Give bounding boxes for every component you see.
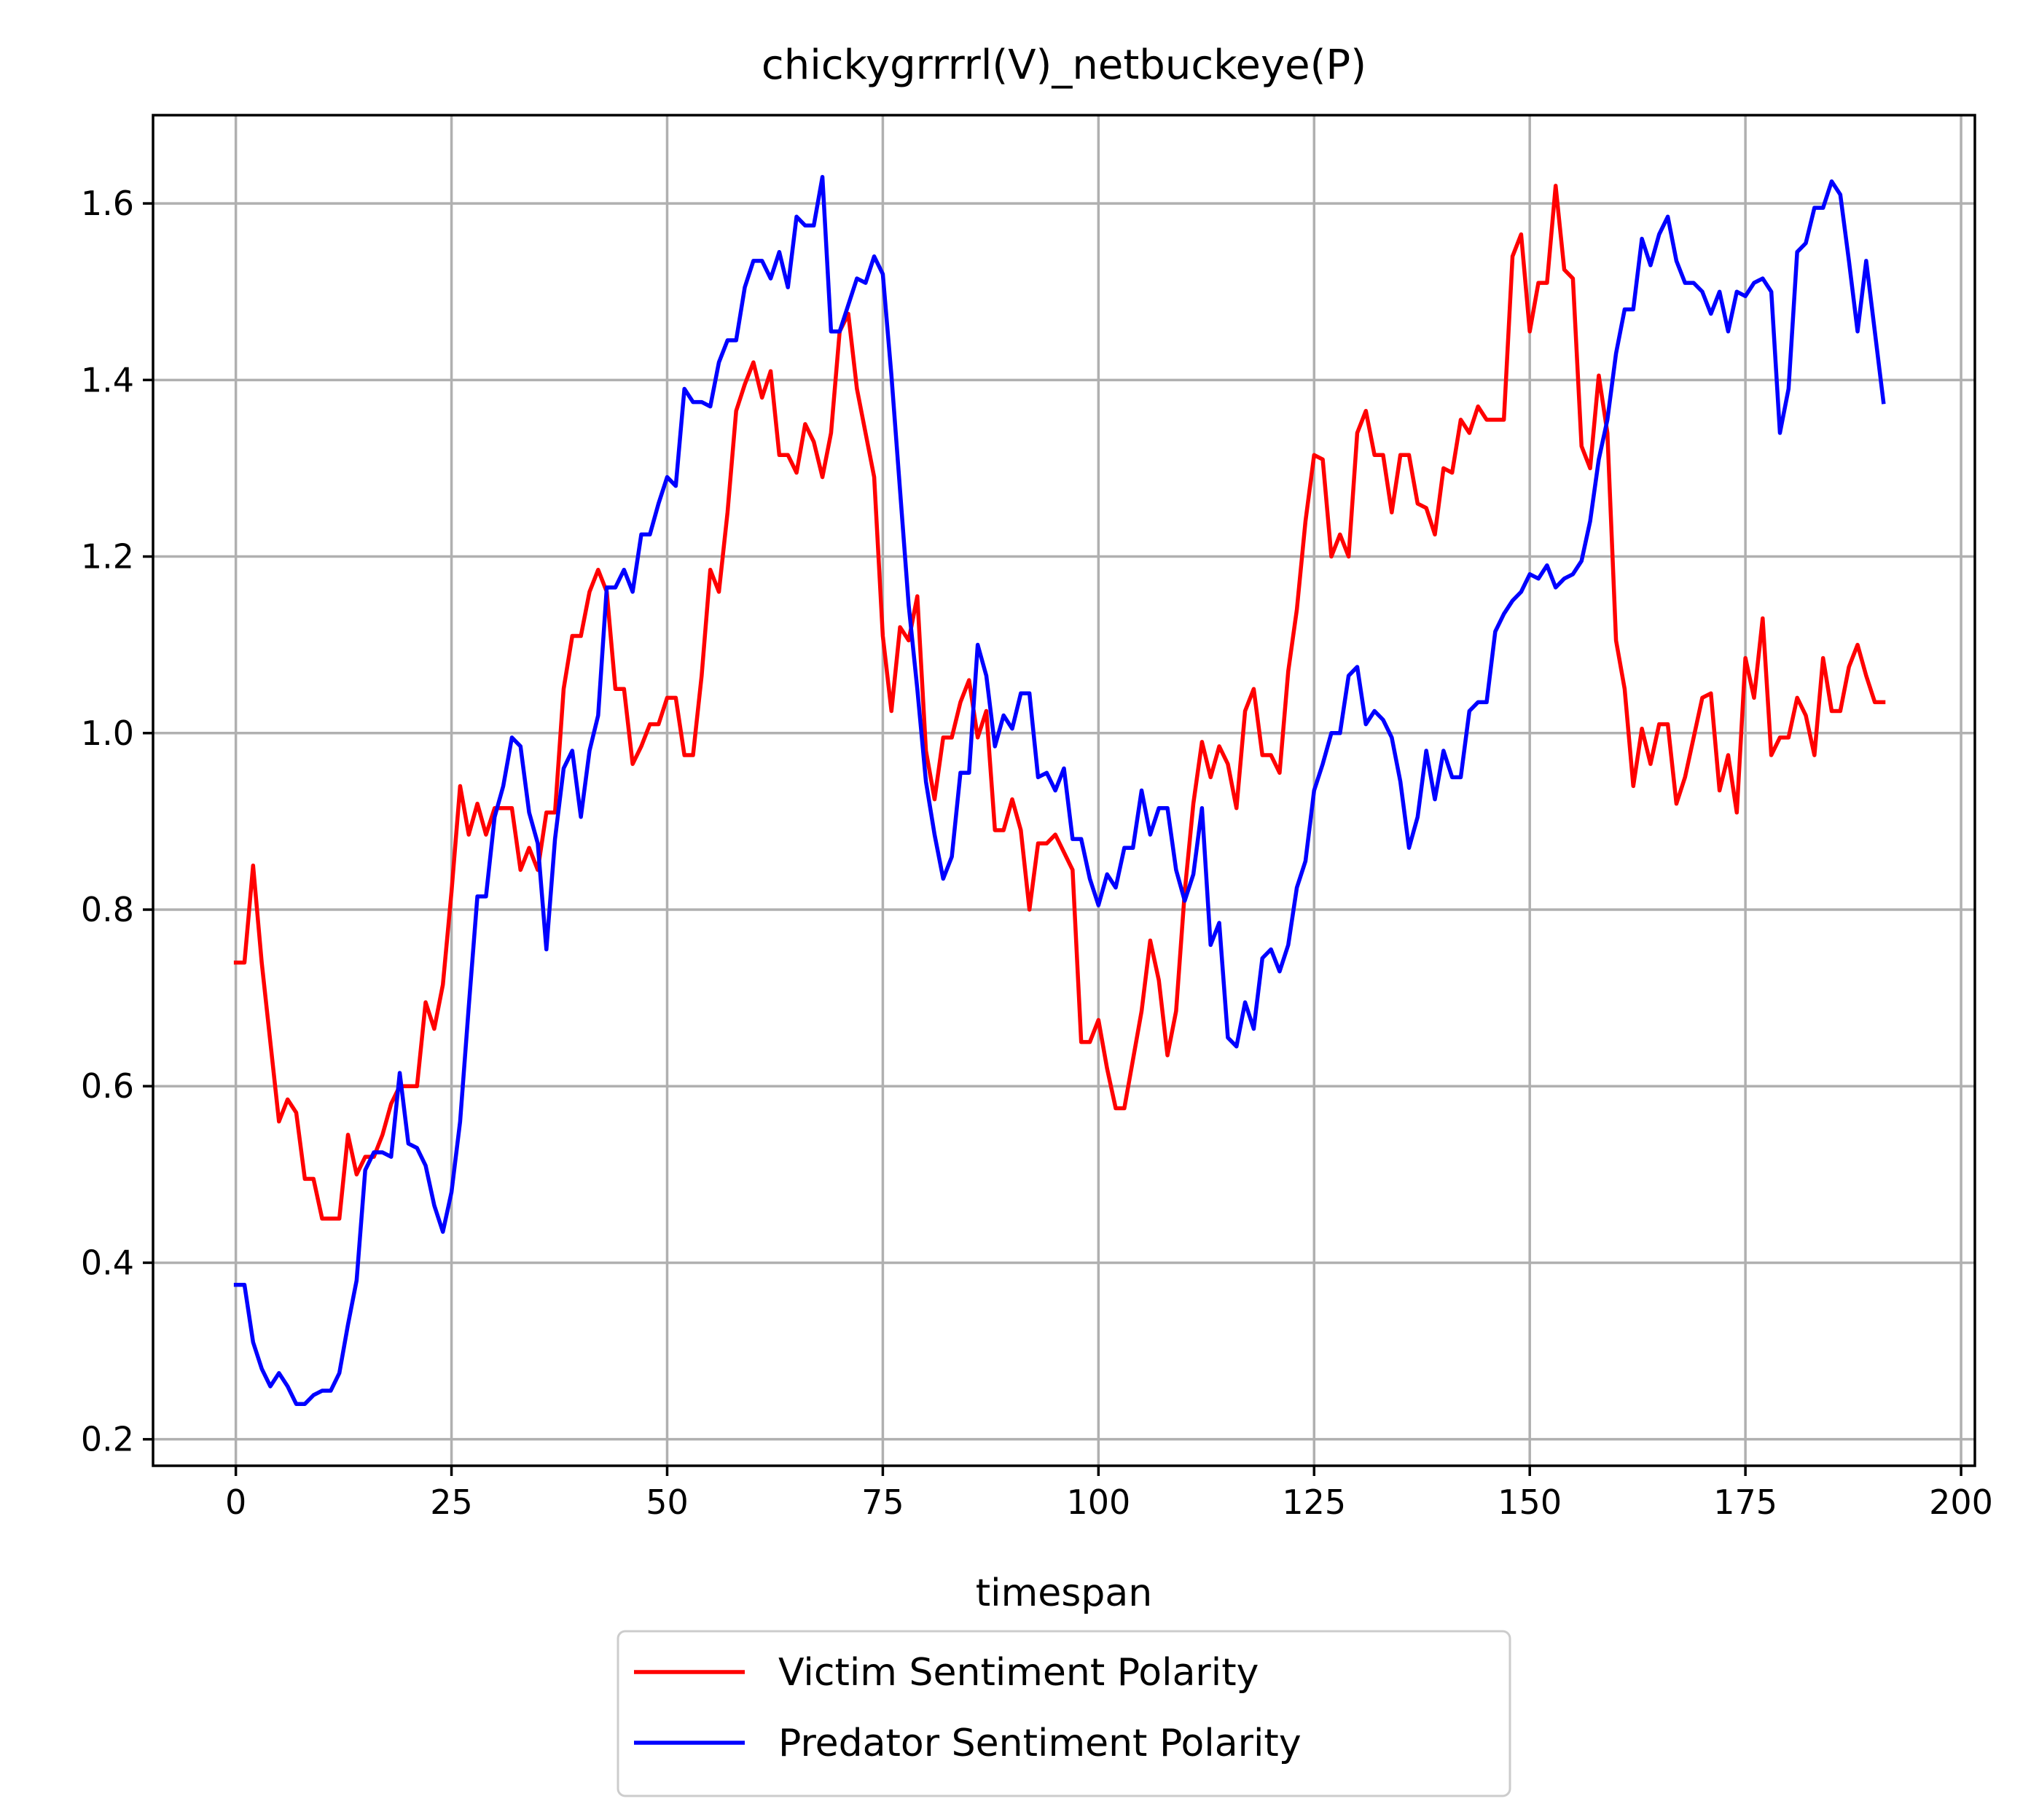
x-axis: 0 25 50 75 100 125 150 175 200 — [225, 1466, 1993, 1522]
legend: Victim Sentiment Polarity Predator Senti… — [617, 1630, 1511, 1797]
y-tick-label: 1.2 — [81, 537, 134, 577]
x-tick-label: 75 — [861, 1483, 904, 1522]
y-tick-label: 1.0 — [81, 714, 134, 753]
x-tick-label: 150 — [1498, 1483, 1562, 1522]
series-line-predator — [233, 175, 1886, 1406]
y-axis: 0.2 0.4 0.6 0.8 1.0 1.2 1.4 1.6 — [81, 184, 153, 1459]
legend-box — [617, 1630, 1511, 1797]
plot-frame — [152, 114, 1976, 1467]
legend-label-predator: Predator Sentiment Polarity — [778, 1722, 1302, 1765]
legend-label-victim: Victim Sentiment Polarity — [778, 1651, 1259, 1695]
y-tick-label: 0.8 — [81, 890, 134, 929]
chart-title: chickygrrrrl(V)_netbuckeye(P) — [762, 42, 1366, 89]
series-layer — [233, 175, 1886, 1406]
x-axis-label: timespan — [976, 1571, 1152, 1615]
grid-lines — [153, 115, 1975, 1466]
x-tick-label: 200 — [1929, 1483, 1993, 1522]
x-tick-label: 175 — [1713, 1483, 1777, 1522]
series-line-victim — [233, 184, 1886, 1221]
y-tick-label: 1.4 — [81, 360, 134, 399]
x-tick-label: 0 — [225, 1483, 246, 1522]
x-tick-label: 50 — [646, 1483, 689, 1522]
y-tick-label: 0.2 — [81, 1420, 134, 1459]
y-tick-label: 0.4 — [81, 1243, 134, 1282]
y-tick-label: 1.6 — [81, 184, 134, 223]
x-tick-label: 100 — [1066, 1483, 1130, 1522]
x-tick-label: 25 — [430, 1483, 473, 1522]
y-tick-label: 0.6 — [81, 1066, 134, 1106]
x-tick-label: 125 — [1282, 1483, 1346, 1522]
